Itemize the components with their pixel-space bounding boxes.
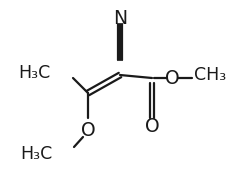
Text: CH₃: CH₃ [194, 66, 226, 84]
Text: H₃C: H₃C [18, 64, 50, 82]
Text: O: O [165, 69, 179, 88]
Text: O: O [145, 117, 159, 137]
Text: N: N [113, 9, 127, 27]
Text: H₃C: H₃C [20, 145, 52, 163]
Text: O: O [81, 121, 95, 140]
